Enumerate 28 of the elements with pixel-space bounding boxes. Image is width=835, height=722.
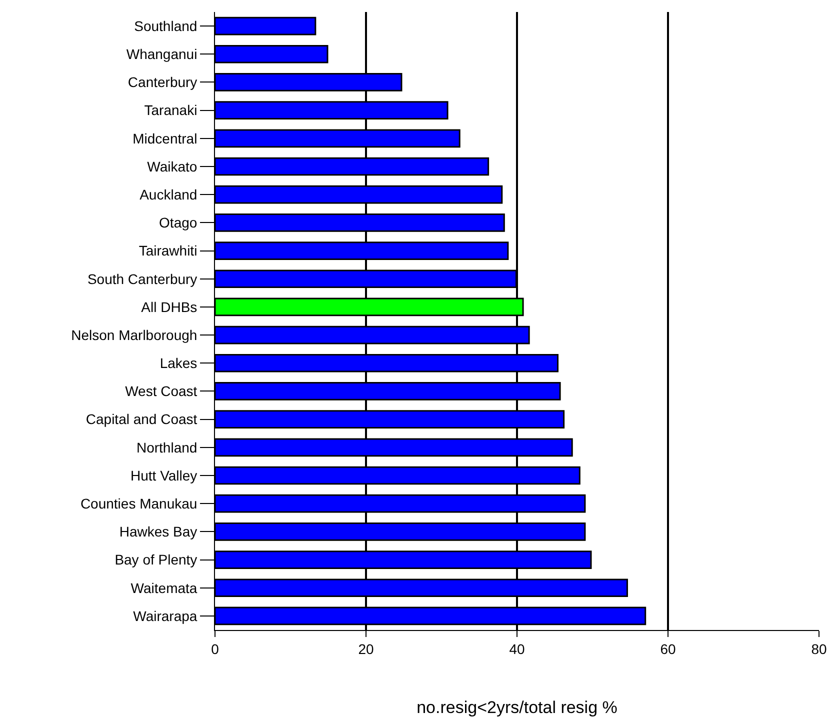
y-tick-label: Nelson Marlborough (71, 326, 198, 343)
x-axis-title: no.resig<2yrs/total resig % (416, 698, 618, 718)
x-tick-label: 40 (509, 640, 525, 657)
y-tick-label: Waitemata (130, 580, 198, 596)
x-tick-label: 20 (358, 640, 374, 657)
y-tick-label: Northland (136, 439, 198, 456)
x-tick-label: 60 (660, 640, 676, 657)
y-tick-label: Waikato (147, 158, 198, 174)
y-tick-label: Whanganui (126, 46, 198, 62)
y-tick-label: South Canterbury (87, 270, 198, 287)
y-tick-label: Capital and Coast (86, 411, 198, 428)
y-tick-label: West Coast (125, 383, 198, 400)
x-tick-label: 80 (811, 640, 827, 657)
y-tick-label: Canterbury (128, 74, 198, 90)
y-tick-label: Southland (134, 18, 198, 34)
y-tick-label: Lakes (160, 355, 198, 372)
y-tick-label: Counties Manukau (80, 495, 198, 512)
y-tick-label: Tairawhiti (138, 242, 198, 259)
y-tick-label: Auckland (140, 186, 198, 202)
y-tick-label: Hutt Valley (130, 467, 198, 484)
y-tick-label: Taranaki (144, 102, 198, 118)
y-tick-label: Otago (159, 214, 198, 231)
y-tick-label: Wairarapa (133, 608, 198, 624)
y-tick-label: Bay of Plenty (114, 552, 198, 568)
y-tick-label: All DHBs (141, 298, 198, 315)
y-tick-label: Midcentral (132, 130, 198, 146)
x-tick-label: 0 (211, 640, 220, 657)
y-tick-label: Hawkes Bay (119, 524, 198, 540)
